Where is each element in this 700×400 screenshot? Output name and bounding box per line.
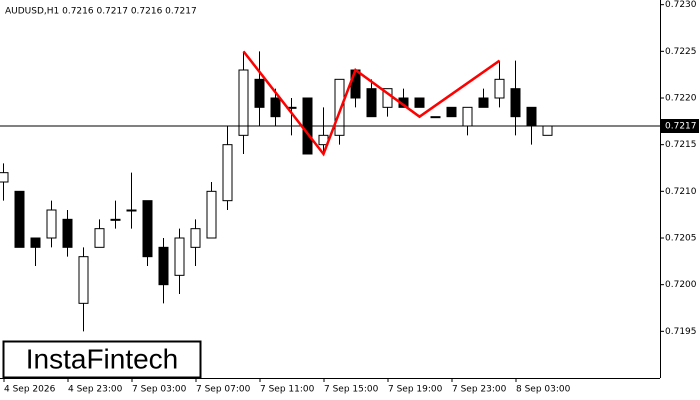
candle-body [222,144,233,202]
candle-body [478,97,489,108]
candle-body [238,69,249,136]
candle-body [142,200,153,258]
candle-body [526,106,537,127]
y-tick-label: 0.7200 [665,280,697,290]
y-tick-label: 0.7225 [665,47,697,57]
x-tick-label: 7 Sep 19:00 [388,385,443,395]
candle-body [334,78,345,136]
candle-body [110,218,121,221]
x-tick-label: 7 Sep 23:00 [452,385,507,395]
y-tick-label: 0.7195 [665,327,697,337]
candle-body [190,228,201,248]
x-tick-label: 8 Sep 03:00 [516,385,571,395]
x-tick-label: 7 Sep 07:00 [196,385,251,395]
x-tick-label: 4 Sep 23:00 [68,385,123,395]
x-tick-label: 4 Sep 2026 [4,385,56,395]
y-tick-label: 0.7210 [665,187,697,197]
candle-body [446,106,457,118]
candle-body [254,78,265,108]
candle-body [366,88,377,118]
y-tick-label: 0.7215 [665,140,697,150]
candle-body [350,69,361,99]
x-tick-label: 7 Sep 15:00 [324,385,379,395]
candle-body [158,246,169,286]
y-tick-label: 0.7220 [665,94,697,104]
candle-body [510,88,521,118]
candle-body [126,209,137,212]
candle-body [462,106,473,127]
x-tick-label: 7 Sep 11:00 [260,385,315,395]
brand-logo: InstaFintech [26,343,179,374]
y-tick-label: 0.7205 [665,234,697,244]
candle-body [206,190,217,239]
candle-body [414,97,425,108]
candle-body [94,228,105,248]
candle-body [494,78,505,99]
current-price-label: 0.7217 [665,122,697,132]
candle-body [542,125,553,136]
candle-body [0,172,9,183]
candle-body [46,209,57,239]
candle-body [62,218,73,248]
candle-body [430,116,441,119]
candle-body [270,97,281,118]
current-price-box [661,119,699,133]
chart-title: AUDUSD,H1 0.7216 0.7217 0.7216 0.7217 [5,7,197,17]
y-tick-label: 0.7230 [665,0,697,10]
candle-body [30,237,41,248]
x-tick-label: 7 Sep 03:00 [132,385,187,395]
candle-body [78,256,89,304]
candle-body [174,237,185,276]
brand-box [2,340,202,379]
candle-body [14,190,25,248]
pattern-line [242,50,501,157]
